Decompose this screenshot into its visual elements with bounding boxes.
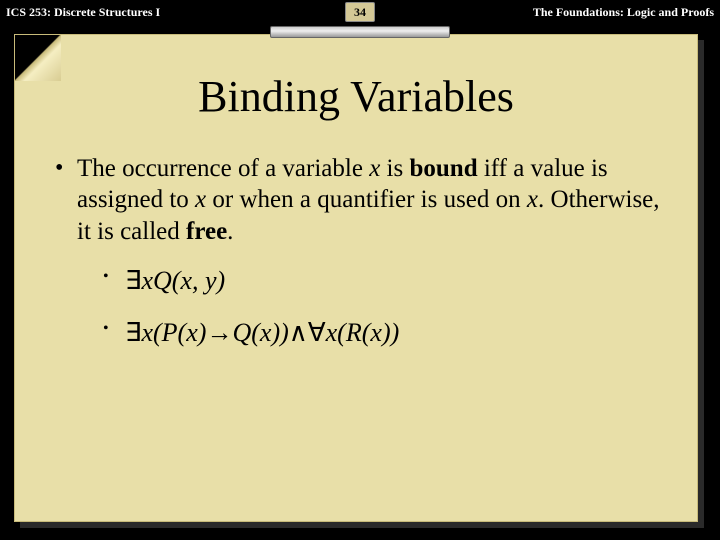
paren: ) (217, 266, 226, 295)
formula-2: ∃x(P(x)→Q(x))∧∀x(R(x)) (103, 317, 667, 350)
clipboard-clip (270, 22, 450, 42)
arg: y (205, 266, 217, 295)
bold-free: free (186, 218, 227, 245)
paper-fold (15, 35, 61, 81)
sub-bullets: ∃xQ(x, y) ∃x(P(x)→Q(x))∧∀x(R(x)) (55, 265, 667, 350)
paren: ( (153, 318, 162, 347)
paper: Binding Variables The occurrence of a va… (14, 34, 698, 522)
bullet-text: or when a quantifier is used on (206, 186, 527, 213)
paren: ) (391, 318, 400, 347)
formula-1: ∃xQ(x, y) (103, 265, 667, 298)
slide-content: The occurrence of a variable x is bound … (55, 153, 667, 370)
slide-title: Binding Variables (15, 71, 697, 122)
course-label: ICS 253: Discrete Structures I (0, 5, 160, 20)
comma: , (192, 266, 205, 295)
arg: x (180, 266, 192, 295)
paren: ( (178, 318, 187, 347)
paren: ) (280, 318, 289, 347)
var: x (326, 318, 338, 347)
page-number-badge: 34 (345, 2, 375, 22)
main-bullet: The occurrence of a variable x is bound … (55, 153, 667, 247)
paren: ) (382, 318, 391, 347)
exists-symbol: ∃ (125, 318, 141, 347)
bullet-text: The occurrence of a variable (77, 155, 369, 182)
var: x (141, 318, 153, 347)
arg: x (186, 318, 198, 347)
paren: ( (337, 318, 346, 347)
exists-symbol: ∃ (125, 266, 141, 295)
var: x (141, 266, 153, 295)
forall-symbol: ∀ (308, 318, 326, 347)
arrow-symbol: → (206, 318, 232, 347)
predicate: P (162, 318, 178, 347)
slide-area: Binding Variables The occurrence of a va… (0, 24, 720, 540)
bold-bound: bound (409, 155, 477, 182)
predicate: Q (153, 266, 172, 295)
bullet-text: is (380, 155, 409, 182)
arg: x (260, 318, 272, 347)
var-x: x (369, 155, 380, 182)
and-symbol: ∧ (289, 318, 308, 347)
paren: ) (271, 318, 280, 347)
arg: x (370, 318, 382, 347)
chapter-label: The Foundations: Logic and Proofs (533, 5, 720, 20)
predicate: Q (232, 318, 251, 347)
paren: ( (251, 318, 260, 347)
predicate: R (346, 318, 362, 347)
var-x: x (195, 186, 206, 213)
bullet-text: . (227, 218, 233, 245)
var-x: x (527, 186, 538, 213)
